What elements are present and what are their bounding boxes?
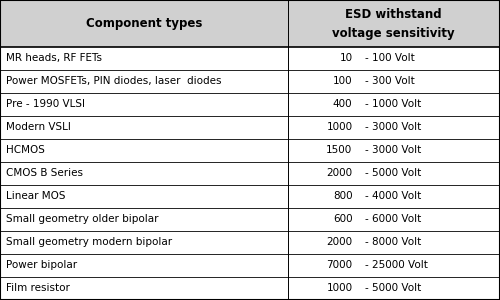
Text: - 5000 Volt: - 5000 Volt <box>365 168 421 178</box>
Text: 2000: 2000 <box>326 237 352 248</box>
Bar <box>0 0 500 46</box>
Text: - 300 Volt: - 300 Volt <box>365 76 415 86</box>
Text: Pre - 1990 VLSI: Pre - 1990 VLSI <box>6 99 85 109</box>
Text: voltage sensitivity: voltage sensitivity <box>332 27 455 40</box>
Text: HCMOS: HCMOS <box>6 145 45 155</box>
Text: 600: 600 <box>333 214 352 224</box>
Text: ESD withstand: ESD withstand <box>346 8 442 21</box>
Text: Power MOSFETs, PIN diodes, laser  diodes: Power MOSFETs, PIN diodes, laser diodes <box>6 76 222 86</box>
Text: - 6000 Volt: - 6000 Volt <box>365 214 421 224</box>
Text: 1000: 1000 <box>326 284 352 293</box>
Text: - 4000 Volt: - 4000 Volt <box>365 191 421 201</box>
Text: CMOS B Series: CMOS B Series <box>6 168 83 178</box>
Text: Small geometry older bipolar: Small geometry older bipolar <box>6 214 158 224</box>
Text: - 3000 Volt: - 3000 Volt <box>365 145 421 155</box>
Text: - 1000 Volt: - 1000 Volt <box>365 99 421 109</box>
Text: Film resistor: Film resistor <box>6 284 70 293</box>
Text: 2000: 2000 <box>326 168 352 178</box>
Text: Modern VSLI: Modern VSLI <box>6 122 71 132</box>
Text: 7000: 7000 <box>326 260 352 270</box>
Text: 10: 10 <box>340 53 352 63</box>
Text: - 25000 Volt: - 25000 Volt <box>365 260 428 270</box>
Text: - 3000 Volt: - 3000 Volt <box>365 122 421 132</box>
Text: Small geometry modern bipolar: Small geometry modern bipolar <box>6 237 172 248</box>
Text: 100: 100 <box>333 76 352 86</box>
Text: Linear MOS: Linear MOS <box>6 191 66 201</box>
Text: Power bipolar: Power bipolar <box>6 260 77 270</box>
Text: - 5000 Volt: - 5000 Volt <box>365 284 421 293</box>
Text: - 8000 Volt: - 8000 Volt <box>365 237 421 248</box>
Text: 1500: 1500 <box>326 145 352 155</box>
Text: 1000: 1000 <box>326 122 352 132</box>
Text: Component types: Component types <box>86 17 202 30</box>
Text: - 100 Volt: - 100 Volt <box>365 53 415 63</box>
Text: MR heads, RF FETs: MR heads, RF FETs <box>6 53 102 63</box>
Text: 800: 800 <box>333 191 352 201</box>
Text: 400: 400 <box>333 99 352 109</box>
